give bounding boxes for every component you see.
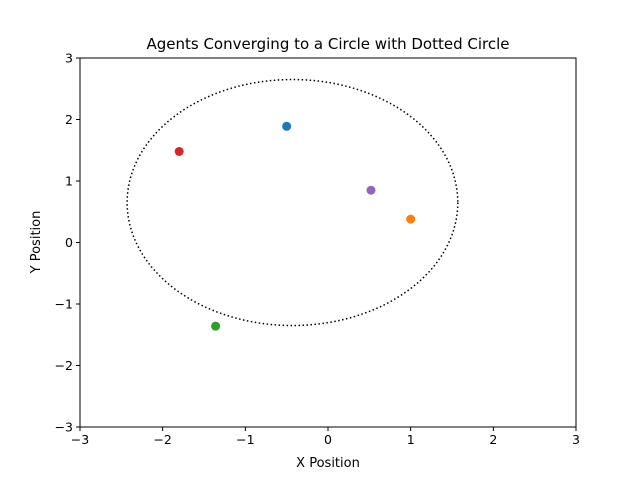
y-tick-label: 0	[65, 235, 73, 250]
agent-point-3	[211, 321, 221, 331]
y-tick-label: 3	[65, 51, 73, 66]
y-tick-label: −2	[55, 358, 73, 373]
agent-point-4	[174, 146, 184, 156]
x-tick-label: 3	[572, 432, 580, 447]
y-tick-label: 1	[65, 174, 73, 189]
axis-ticks: −3 −2 −1 0 1 2 3 −3 −2 −1 0 1 2 3	[55, 51, 580, 448]
y-axis-label: Y Position	[29, 211, 44, 275]
y-tick-label: −1	[55, 297, 73, 312]
dotted-circle	[126, 78, 459, 327]
y-tick-label: 2	[65, 112, 73, 127]
x-tick-label: −1	[236, 432, 254, 447]
y-tick-label: −3	[55, 420, 73, 435]
x-tick-label: 1	[407, 432, 415, 447]
x-tick-label: −3	[71, 432, 89, 447]
x-tick-label: 0	[324, 432, 332, 447]
agent-point-5	[366, 185, 376, 195]
agent-point-2	[406, 214, 416, 224]
x-axis-label: X Position	[296, 456, 360, 471]
plot-marks	[126, 78, 459, 331]
agent-point-1	[282, 121, 292, 131]
x-tick-label: 2	[489, 432, 497, 447]
chart-title: Agents Converging to a Circle with Dotte…	[146, 35, 509, 53]
x-tick-label: −2	[153, 432, 171, 447]
